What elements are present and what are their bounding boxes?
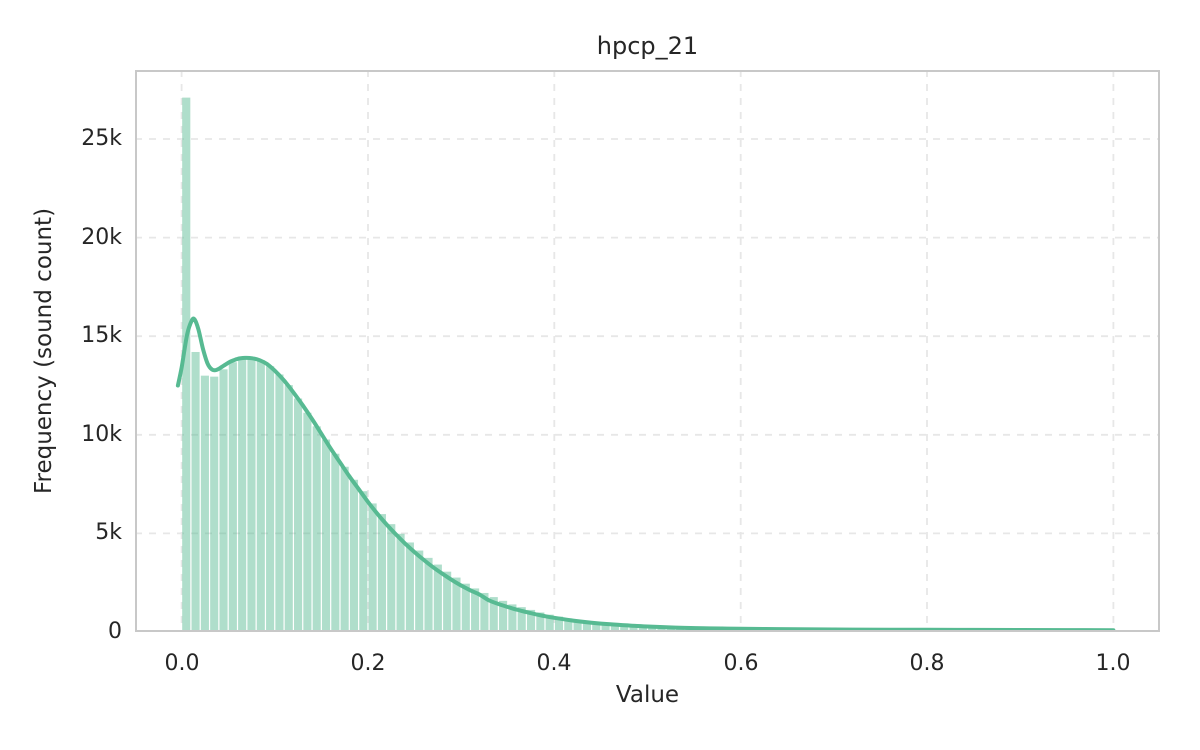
kde-curve xyxy=(175,316,1116,632)
hist-bar xyxy=(610,624,619,632)
hist-bar xyxy=(424,557,433,632)
x-tick-label: 0.2 xyxy=(350,651,386,676)
y-tick-label: 5k xyxy=(95,520,122,545)
hist-bar xyxy=(415,550,424,632)
hist-bar xyxy=(266,366,275,632)
hist-bar xyxy=(471,588,480,632)
hist-bar xyxy=(443,571,452,632)
hist-bar xyxy=(592,622,601,632)
hist-bar xyxy=(340,466,349,632)
x-tick-label: 0.4 xyxy=(536,651,572,676)
hist-bar xyxy=(247,357,256,632)
hist-bar xyxy=(564,618,573,632)
hist-bar xyxy=(294,398,303,632)
histogram-kde-chart xyxy=(135,70,1160,632)
hist-bar xyxy=(331,453,340,632)
chart-title: hpcp_21 xyxy=(596,32,699,60)
plot-area xyxy=(135,70,1160,632)
hist-bar xyxy=(321,439,331,632)
hist-bar xyxy=(200,375,209,632)
hist-bar xyxy=(303,412,312,632)
x-axis-label: Value xyxy=(615,682,680,708)
hist-bar xyxy=(256,360,265,632)
y-tick-label: 0 xyxy=(108,619,122,644)
hist-bar xyxy=(228,362,237,632)
x-tick-label: 0.8 xyxy=(909,651,945,676)
hist-bar xyxy=(629,626,638,632)
y-tick-label: 20k xyxy=(81,225,122,250)
hist-bar xyxy=(648,627,657,632)
hist-bar xyxy=(349,479,359,632)
hist-bar xyxy=(387,524,396,632)
hist-bar xyxy=(312,426,321,632)
plot-border xyxy=(135,70,1160,632)
hist-bar xyxy=(219,369,228,632)
hist-bar xyxy=(526,609,536,632)
x-tick-label: 0.0 xyxy=(164,651,200,676)
hist-bar xyxy=(210,376,219,632)
y-tick-label: 15k xyxy=(81,323,122,348)
hist-bar xyxy=(191,351,200,632)
x-tick-label: 0.6 xyxy=(723,651,759,676)
y-tick-label: 10k xyxy=(81,422,122,447)
hist-bar xyxy=(396,533,405,632)
hist-bar xyxy=(620,625,629,632)
hist-bar xyxy=(368,503,377,632)
hist-bar xyxy=(508,604,517,632)
hist-bar xyxy=(554,616,564,632)
hist-bar xyxy=(284,385,293,632)
hist-bar xyxy=(517,607,526,632)
hist-bar xyxy=(489,597,498,632)
hist-bar xyxy=(433,564,442,632)
hist-bar xyxy=(377,514,386,632)
hist-bar xyxy=(499,600,508,632)
hist-bar xyxy=(275,374,284,632)
hist-bar xyxy=(452,577,461,632)
x-tick-label: 1.0 xyxy=(1095,651,1131,676)
hist-bar xyxy=(405,542,414,632)
hist-bar xyxy=(480,592,489,632)
hist-bar xyxy=(582,621,591,632)
hist-bar xyxy=(638,626,647,632)
hist-bar xyxy=(359,491,368,632)
hist-bar xyxy=(182,97,191,632)
hist-bar xyxy=(573,619,582,632)
y-tick-label: 25k xyxy=(81,126,122,151)
hist-bar xyxy=(545,614,554,632)
hist-bar xyxy=(601,623,610,632)
hist-bar xyxy=(238,358,247,632)
hist-bar xyxy=(461,583,470,632)
hist-bar xyxy=(536,612,545,632)
